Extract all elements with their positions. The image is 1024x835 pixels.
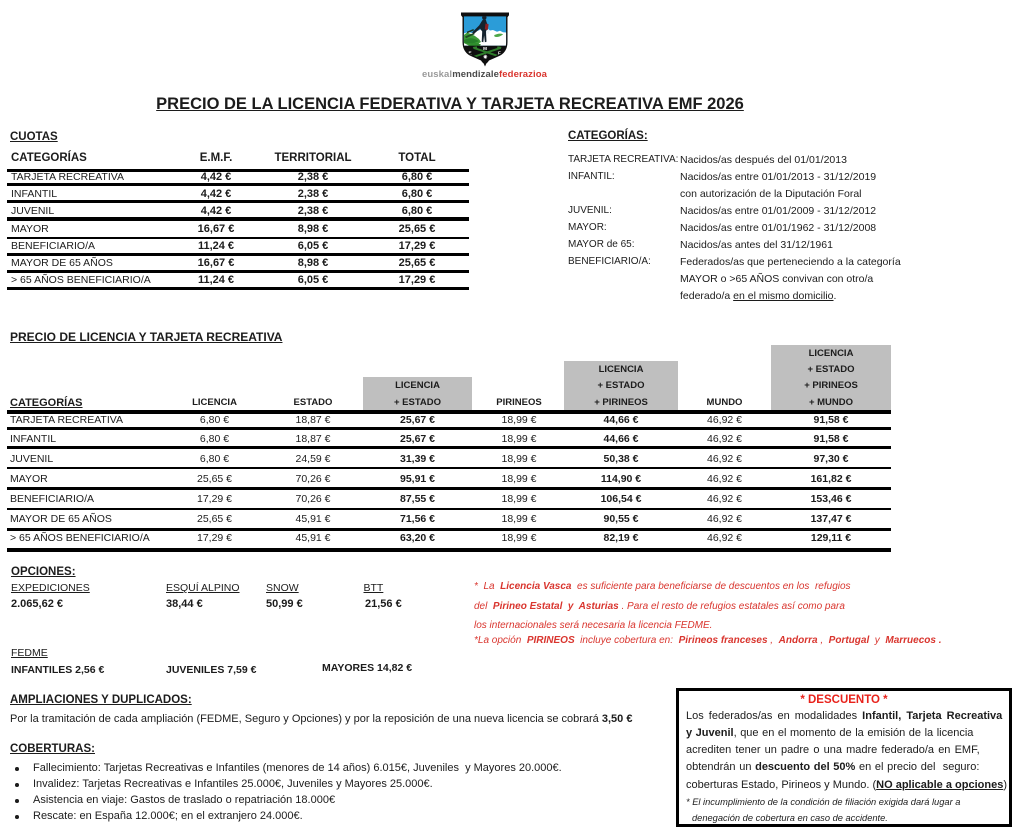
svg-text:M: M xyxy=(483,46,487,51)
svg-text:E: E xyxy=(469,51,472,56)
svg-text:F: F xyxy=(498,51,501,56)
